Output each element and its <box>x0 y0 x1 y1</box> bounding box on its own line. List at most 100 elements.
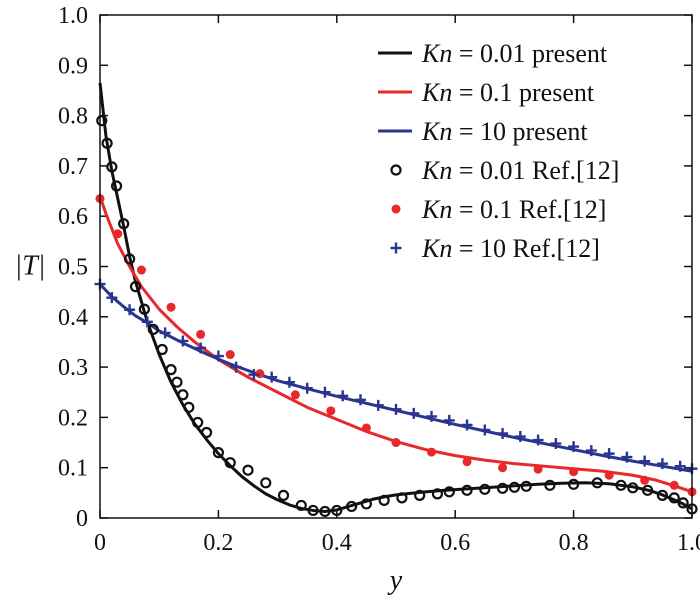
legend-label-text: = 0.01 present <box>452 39 608 68</box>
data-point <box>212 350 224 362</box>
data-point <box>604 470 614 480</box>
legend-label: Kn = 0.1 Ref.[12] <box>421 195 606 224</box>
legend-label-variable: Kn <box>421 156 452 185</box>
data-point <box>177 389 189 401</box>
legend-label-text: = 10 present <box>452 117 588 146</box>
data-point <box>461 419 473 431</box>
y-axis-title: |T| <box>15 251 46 282</box>
data-point <box>124 304 136 316</box>
data-point <box>462 457 472 467</box>
data-point <box>290 390 300 400</box>
series-group <box>96 115 698 518</box>
legend-label-text: = 0.1 Ref.[12] <box>452 195 606 224</box>
data-point <box>360 498 372 510</box>
data-point <box>585 445 597 457</box>
series-line <box>98 82 693 513</box>
data-point <box>255 369 265 379</box>
data-point <box>533 464 543 474</box>
y-tick-label: 1.0 <box>58 3 88 29</box>
x-tick-label: 0.2 <box>203 530 233 556</box>
series-line <box>98 195 693 494</box>
y-tick-label: 0.2 <box>58 405 88 431</box>
data-point <box>96 115 108 127</box>
data-point <box>550 438 562 450</box>
legend-marker-swatch <box>391 204 401 214</box>
data-point <box>354 394 366 406</box>
legend-label-text: = 0.1 present <box>452 78 595 107</box>
data-point <box>639 455 651 467</box>
legend-marker-swatch <box>390 242 402 254</box>
data-point <box>461 484 473 496</box>
legend-item: Kn = 10 Ref.[12] <box>390 234 600 263</box>
data-point <box>532 434 544 446</box>
legend-label: Kn = 0.01 present <box>421 39 608 68</box>
y-tick-label: 0.3 <box>58 355 88 381</box>
data-point <box>136 265 146 275</box>
data-point <box>479 424 491 436</box>
data-point <box>326 406 336 416</box>
axis-ticks: 0 0.2 0.4 0.6 0.8 1.0 0 0.1 0.2 0.3 0.4 0.5 0.6 0.7 0.… <box>58 3 700 556</box>
data-point <box>408 407 420 419</box>
y-tick-label: 0.4 <box>58 305 88 331</box>
data-point <box>225 350 235 360</box>
data-point <box>431 488 444 500</box>
data-point <box>627 482 639 494</box>
x-tick-label: 0.8 <box>559 530 589 556</box>
data-point <box>171 376 183 388</box>
legend-item: Kn = 0.01 Ref.[12] <box>390 156 619 185</box>
data-point <box>295 499 307 512</box>
data-point <box>301 382 313 394</box>
data-point <box>307 504 319 517</box>
data-point <box>319 386 331 398</box>
data-point <box>390 403 402 415</box>
data-point <box>230 361 242 373</box>
data-point <box>141 316 153 328</box>
y-tick-label: 0.1 <box>58 456 88 482</box>
legend-label: Kn = 10 Ref.[12] <box>421 234 600 263</box>
data-point <box>183 401 195 413</box>
x-tick-label: 0.4 <box>322 530 352 556</box>
data-point <box>337 390 349 402</box>
data-point <box>508 481 521 493</box>
plot-series <box>94 82 698 518</box>
data-point <box>567 478 580 490</box>
data-point <box>569 467 579 477</box>
data-point <box>427 447 437 457</box>
data-point <box>640 475 650 485</box>
y-tick-label: 0.5 <box>58 255 88 281</box>
data-point <box>200 426 213 439</box>
legend-label-variable: Kn <box>421 78 452 107</box>
legend-label: Kn = 10 present <box>421 117 588 146</box>
data-point <box>621 451 633 463</box>
data-point <box>544 479 556 491</box>
data-point <box>514 431 526 443</box>
data-point <box>224 457 236 469</box>
data-point <box>192 416 204 429</box>
data-point <box>113 229 123 239</box>
legend-label: Kn = 0.01 Ref.[12] <box>421 156 619 185</box>
data-point <box>156 343 168 356</box>
legend-label-text: = 0.01 Ref.[12] <box>452 156 619 185</box>
x-tick-label: 1.0 <box>677 530 700 556</box>
data-point <box>498 463 508 473</box>
legend-label-variable: Kn <box>421 39 452 68</box>
data-point <box>443 414 455 426</box>
data-point <box>656 458 668 470</box>
y-tick-label: 0.7 <box>58 154 88 180</box>
data-point <box>615 479 627 491</box>
data-point <box>668 492 680 504</box>
legend-label-variable: Kn <box>421 117 452 146</box>
data-point <box>568 441 580 453</box>
y-tick-label: 0.9 <box>58 53 88 79</box>
legend-label-text: = 10 Ref.[12] <box>452 234 600 263</box>
x-axis-title: y <box>387 565 403 596</box>
data-point <box>110 180 123 192</box>
data-point <box>129 281 142 293</box>
legend-item: Kn = 10 present <box>378 117 588 146</box>
x-tick-label: 0 <box>94 530 106 556</box>
data-point <box>101 137 113 149</box>
data-point <box>283 376 295 388</box>
plot-area-frame <box>99 14 693 519</box>
data-point <box>414 489 426 501</box>
data-point <box>147 323 159 335</box>
